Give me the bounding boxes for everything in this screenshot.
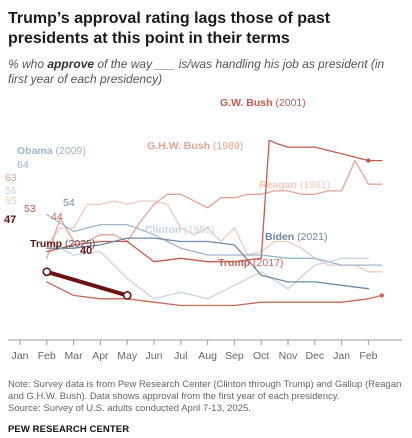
- x-tick-label: Oct: [253, 350, 269, 362]
- chart-title: Trump’s approval rating lags those of pa…: [8, 10, 331, 47]
- x-tick-label: May: [117, 350, 138, 362]
- note-text: Note: Survey data is from Pew Research C…: [8, 379, 402, 402]
- value-label-trump2025: 40: [80, 245, 92, 257]
- value-label-reagan: 55: [5, 195, 17, 207]
- x-tick-label: Jan: [333, 350, 350, 362]
- value-label-ghwbush: 63: [5, 172, 17, 184]
- series-line-biden: [46, 237, 370, 290]
- series-label-reagan: Reagan (1981): [259, 179, 330, 191]
- x-tick-label: Nov: [279, 350, 298, 362]
- series-label-trump2017: Trump (2017): [218, 257, 283, 269]
- x-tick-label: Dec: [305, 350, 324, 362]
- series-name: G.H.W. Bush: [147, 140, 213, 152]
- subtitle-post: of the way ___ is/was handling his job a…: [8, 57, 385, 86]
- series-year: (2021): [297, 231, 327, 243]
- x-tick-label: Jun: [146, 350, 163, 362]
- series-year: (2009): [56, 145, 86, 157]
- source-text: Source: Survey of U.S. adults conducted …: [8, 403, 251, 414]
- series-name: Trump: [30, 238, 65, 250]
- series-line-ghwbush: [46, 159, 383, 259]
- x-tick-label: Feb: [359, 350, 377, 362]
- series-label-clinton: Clinton (1993): [145, 224, 214, 236]
- series-end-marker: [366, 158, 371, 163]
- value-label-gwbush: 53: [24, 203, 36, 215]
- series-year: (1993): [184, 224, 214, 236]
- value-label-obama: 64: [17, 159, 29, 171]
- series-label-ghwbush: G.H.W. Bush (1989): [147, 140, 243, 152]
- x-tick-label: Jul: [174, 350, 187, 362]
- series-name: Clinton: [145, 224, 184, 236]
- series-line-gwbush: [46, 139, 383, 263]
- series-name: Obama: [17, 145, 56, 157]
- chart-subtitle: % who approve of the way ___ is/was hand…: [8, 57, 404, 87]
- series-end-marker: [379, 293, 384, 298]
- series-line-obama: [46, 213, 383, 266]
- x-tick-label: Jan: [12, 350, 29, 362]
- x-tick-label: Apr: [92, 350, 109, 362]
- x-tick-label: Sep: [225, 350, 244, 362]
- value-label-clinton: 56: [5, 185, 17, 197]
- subtitle-pre: % who: [8, 57, 48, 71]
- trump2025-end-marker: [122, 291, 132, 300]
- value-label-trump2017: 44: [51, 211, 63, 223]
- series-name: G.W. Bush: [220, 97, 275, 109]
- footer-brand: PEW RESEARCH CENTER: [8, 424, 130, 435]
- x-tick-label: Mar: [65, 350, 84, 362]
- series-year: (2001): [275, 97, 305, 109]
- series-line-trump2025: [44, 269, 130, 298]
- value-label-biden: 54: [63, 197, 75, 209]
- series-name: Trump: [218, 257, 253, 269]
- series-name: Biden: [265, 231, 297, 243]
- series-line-clinton: [46, 240, 370, 300]
- series-year: (2025): [65, 238, 95, 250]
- series-label-gwbush: G.W. Bush (2001): [220, 97, 306, 109]
- trump2025-start-marker: [42, 267, 52, 277]
- series-label-obama: Obama (2009): [17, 145, 86, 157]
- subtitle-bold: approve: [47, 57, 95, 71]
- series-line-reagan: [46, 200, 383, 273]
- series-name: Reagan: [259, 179, 300, 191]
- series-label-trump2025: Trump (2025): [30, 238, 95, 250]
- series-year: (1989): [213, 140, 243, 152]
- x-tick-label: Feb: [38, 350, 56, 362]
- value-label-trump2025: 47: [4, 214, 16, 226]
- series-year: (1981): [300, 179, 330, 191]
- series-label-biden: Biden (2021): [265, 231, 327, 243]
- chart-note: Note: Survey data is from Pew Research C…: [8, 379, 408, 415]
- x-tick-label: Aug: [198, 350, 217, 362]
- series-line-trump2017: [46, 281, 383, 307]
- series-year: (2017): [253, 257, 283, 269]
